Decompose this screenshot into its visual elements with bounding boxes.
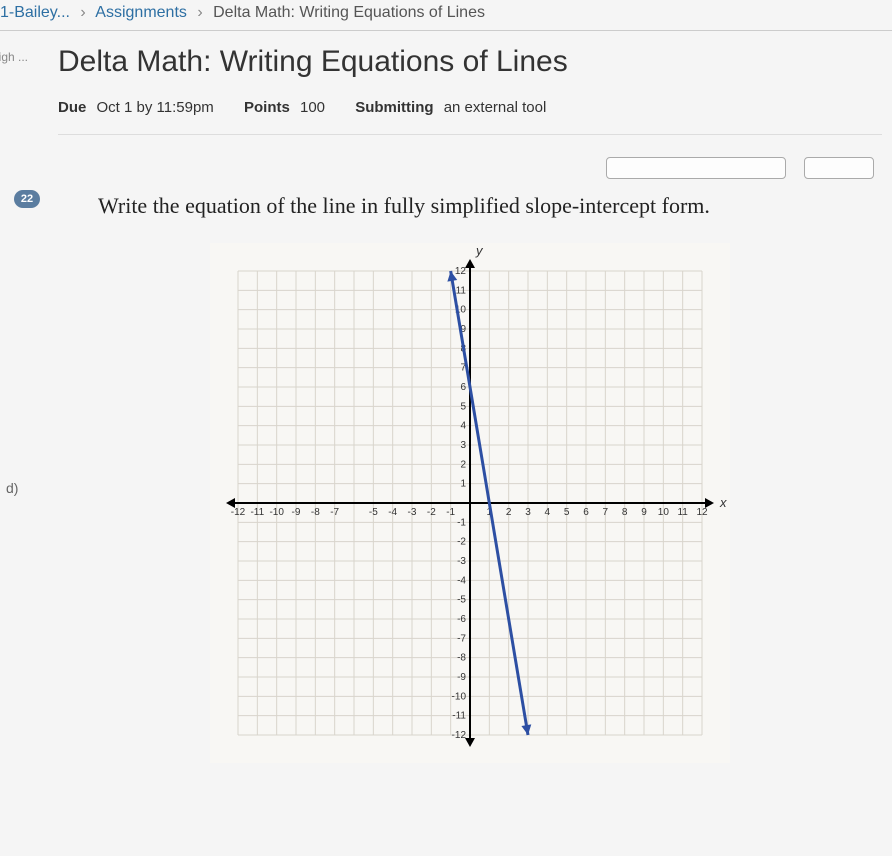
svg-text:4: 4 xyxy=(460,421,466,432)
svg-text:12: 12 xyxy=(455,266,467,277)
sidebar-label: High ... xyxy=(0,50,28,64)
chevron-right-icon: › xyxy=(80,4,85,21)
breadcrumb-section[interactable]: Assignments xyxy=(95,4,187,21)
svg-text:-10: -10 xyxy=(452,691,467,702)
coordinate-graph: -12-11-10-9-8-7-5-4-3-2-1123456789101112… xyxy=(210,243,730,763)
due-label: Due xyxy=(58,99,86,116)
svg-text:6: 6 xyxy=(460,382,466,393)
svg-text:-3: -3 xyxy=(457,556,466,567)
due-value: Oct 1 by 11:59pm xyxy=(97,99,214,116)
svg-text:12: 12 xyxy=(696,507,708,518)
svg-text:-11: -11 xyxy=(452,711,466,722)
svg-text:-8: -8 xyxy=(457,653,466,664)
svg-text:-2: -2 xyxy=(457,537,466,548)
breadcrumb: 1-Bailey... › Assignments › Delta Math: … xyxy=(0,0,892,31)
svg-text:1: 1 xyxy=(460,479,466,490)
svg-text:-9: -9 xyxy=(292,507,301,518)
svg-text:-6: -6 xyxy=(457,614,466,625)
submitting-label: Submitting xyxy=(355,99,433,116)
svg-text:4: 4 xyxy=(545,507,551,518)
svg-text:-9: -9 xyxy=(457,672,466,683)
svg-text:-7: -7 xyxy=(457,633,466,644)
svg-text:-1: -1 xyxy=(446,507,455,518)
breadcrumb-course[interactable]: 1-Bailey... xyxy=(0,4,70,21)
svg-text:11: 11 xyxy=(456,285,467,296)
svg-text:9: 9 xyxy=(641,507,647,518)
svg-text:-8: -8 xyxy=(311,507,320,518)
svg-text:-4: -4 xyxy=(457,575,466,586)
svg-text:11: 11 xyxy=(677,507,688,518)
svg-text:3: 3 xyxy=(460,440,466,451)
svg-text:-12: -12 xyxy=(452,730,467,741)
svg-text:6: 6 xyxy=(583,507,589,518)
svg-text:3: 3 xyxy=(525,507,531,518)
svg-text:5: 5 xyxy=(564,507,570,518)
svg-text:-2: -2 xyxy=(427,507,436,518)
page-title: Delta Math: Writing Equations of Lines xyxy=(58,45,882,79)
svg-text:2: 2 xyxy=(460,459,466,470)
svg-text:5: 5 xyxy=(460,401,466,412)
svg-text:-11: -11 xyxy=(250,507,264,518)
svg-text:-4: -4 xyxy=(388,507,397,518)
answer-input-secondary[interactable] xyxy=(804,157,874,179)
question-prompt: Write the equation of the line in fully … xyxy=(98,193,882,219)
breadcrumb-page: Delta Math: Writing Equations of Lines xyxy=(213,4,485,21)
question-count-badge[interactable]: 22 xyxy=(14,190,40,208)
svg-text:-5: -5 xyxy=(369,507,378,518)
part-label: d) xyxy=(6,480,18,496)
points-label: Points xyxy=(244,99,290,116)
svg-text:x: x xyxy=(719,495,727,510)
svg-text:8: 8 xyxy=(622,507,628,518)
svg-text:-10: -10 xyxy=(269,507,284,518)
svg-text:-1: -1 xyxy=(457,517,466,528)
svg-text:7: 7 xyxy=(603,507,609,518)
svg-text:-3: -3 xyxy=(408,507,417,518)
submitting-value: an external tool xyxy=(444,99,547,116)
answer-input[interactable] xyxy=(606,157,786,179)
svg-text:-5: -5 xyxy=(457,595,466,606)
assignment-meta: Due Oct 1 by 11:59pm Points 100 Submitti… xyxy=(58,99,882,135)
svg-text:2: 2 xyxy=(506,507,512,518)
svg-text:10: 10 xyxy=(658,507,670,518)
svg-text:-7: -7 xyxy=(330,507,339,518)
svg-text:y: y xyxy=(475,243,484,258)
points-value: 100 xyxy=(300,99,325,116)
chevron-right-icon: › xyxy=(197,4,202,21)
svg-text:-12: -12 xyxy=(231,507,246,518)
